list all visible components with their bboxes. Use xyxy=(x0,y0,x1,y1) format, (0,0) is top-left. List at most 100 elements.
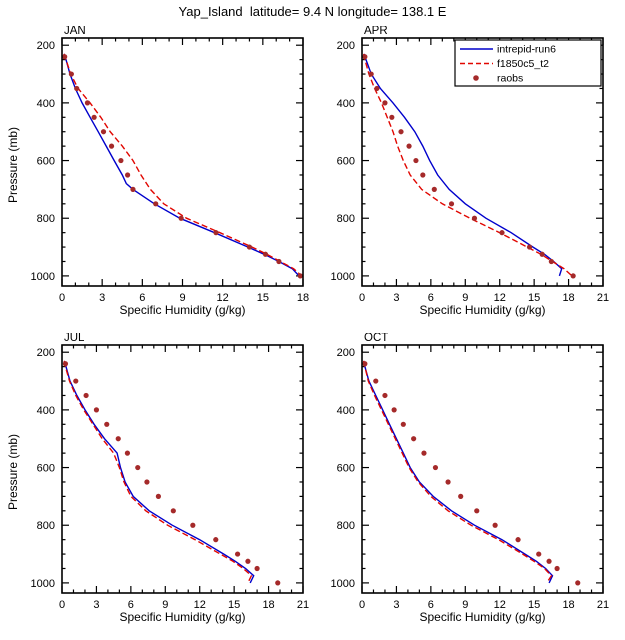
y-tick-label: 200 xyxy=(337,40,355,52)
legend-raobs-marker xyxy=(473,75,479,81)
x-tick-label: 12 xyxy=(217,292,229,304)
raobs-point xyxy=(213,230,219,236)
legend-label: intrepid-run6 xyxy=(497,44,556,56)
raobs-point xyxy=(74,85,80,92)
raobs-point xyxy=(108,143,115,149)
x-axis-label-jul: Specific Humidity (g/kg) xyxy=(119,610,246,624)
raobs-point xyxy=(539,251,545,257)
raobs-point xyxy=(118,157,124,164)
raobs-point xyxy=(153,201,159,207)
raobs-point xyxy=(144,479,150,485)
x-tick-label: 21 xyxy=(597,599,609,611)
x-tick-label: 3 xyxy=(99,292,105,304)
chart-panel-jan: 0 3 6 9 12 15 18 200 400 600 800 1000 JAN xyxy=(31,26,310,304)
y-tick-label: 1000 xyxy=(31,271,55,283)
raobs-point xyxy=(135,464,141,471)
raobs-point xyxy=(420,172,426,178)
x-tick-label: 9 xyxy=(162,599,168,611)
raobs-point xyxy=(382,392,388,399)
raobs-point xyxy=(62,54,68,60)
y-tick-label: 1000 xyxy=(331,271,355,283)
raobs-point xyxy=(492,522,498,528)
f1850c5_t2-line xyxy=(363,360,553,584)
x-tick-label: 3 xyxy=(93,599,99,611)
x-tick-label: 12 xyxy=(194,599,206,611)
raobs-point xyxy=(234,551,241,557)
y-tick-label: 400 xyxy=(37,98,55,110)
raobs-point xyxy=(115,436,121,442)
raobs-point xyxy=(570,273,576,279)
x-tick-label: 15 xyxy=(528,599,540,611)
raobs-point xyxy=(499,230,505,236)
panel-month-label: JAN xyxy=(64,26,86,37)
x-tick-label: 6 xyxy=(428,292,434,304)
intrepid-run6-line xyxy=(63,360,255,584)
chart-panel-apr: 0 3 6 9 12 15 18 21 200 400 600 800 1000 APR intrepid-… xyxy=(331,26,610,304)
raobs-point xyxy=(391,407,397,413)
plot-frame xyxy=(361,344,604,594)
intrepid-run6-line xyxy=(63,53,300,277)
y-tick-label: 1000 xyxy=(31,578,55,590)
y-tick-label: 600 xyxy=(37,156,55,168)
x-tick-label: 3 xyxy=(393,599,399,611)
f1850c5_t2-line xyxy=(63,360,253,584)
raobs-point xyxy=(84,100,91,106)
x-axis-label-oct: Specific Humidity (g/kg) xyxy=(419,610,546,624)
x-tick-label: 0 xyxy=(59,599,65,611)
x-tick-label: 21 xyxy=(297,599,309,611)
y-tick-label: 200 xyxy=(37,40,55,52)
raobs-point xyxy=(262,251,269,257)
x-tick-label: 6 xyxy=(428,599,434,611)
intrepid-run6-line xyxy=(363,53,563,277)
y-tick-label: 800 xyxy=(337,520,355,532)
x-tick-label: 9 xyxy=(462,599,468,611)
raobs-point xyxy=(413,157,419,164)
panel-month-label: APR xyxy=(364,26,388,37)
panel-month-label: JUL xyxy=(64,333,85,344)
raobs-point xyxy=(213,537,219,543)
y-tick-label: 600 xyxy=(337,463,355,475)
chart-panel-jul: 0 3 6 9 12 15 18 21 200 400 600 800 1000 JUL xyxy=(31,333,310,611)
x-tick-label: 12 xyxy=(494,599,506,611)
raobs-point xyxy=(246,244,253,250)
raobs-point xyxy=(83,392,89,399)
y-tick-label: 200 xyxy=(37,347,55,359)
y-tick-label: 400 xyxy=(337,405,355,417)
raobs-point xyxy=(400,421,406,427)
raobs-point xyxy=(471,215,478,221)
x-tick-label: 18 xyxy=(562,599,574,611)
x-tick-label: 18 xyxy=(262,599,274,611)
f1850c5_t2-line xyxy=(63,53,303,277)
x-tick-label: 3 xyxy=(393,292,399,304)
panel-month-label: OCT xyxy=(364,333,388,344)
x-tick-label: 18 xyxy=(562,292,574,304)
x-tick-label: 0 xyxy=(359,599,365,611)
raobs-point xyxy=(554,565,560,572)
raobs-point xyxy=(62,361,69,367)
x-tick-label: 9 xyxy=(462,292,468,304)
y-tick-label: 800 xyxy=(37,213,55,225)
raobs-point xyxy=(91,114,97,120)
raobs-point xyxy=(526,244,533,250)
raobs-point xyxy=(170,508,176,514)
y-tick-label: 1000 xyxy=(331,578,355,590)
plot-title: Yap_Island latitude= 9.4 N longitude= 13… xyxy=(178,4,447,19)
raobs-point xyxy=(73,378,79,384)
legend-label: f1850c5_t2 xyxy=(497,58,549,70)
y-tick-label: 600 xyxy=(337,156,355,168)
raobs-point xyxy=(190,522,196,528)
raobs-point xyxy=(368,71,374,77)
raobs-point xyxy=(104,421,110,427)
x-tick-label: 21 xyxy=(597,292,609,304)
y-tick-label: 400 xyxy=(337,98,355,110)
x-tick-label: 6 xyxy=(139,292,145,304)
raobs-point xyxy=(431,186,437,192)
raobs-point xyxy=(398,129,404,135)
raobs-point xyxy=(130,186,136,192)
raobs-point xyxy=(536,551,542,557)
x-tick-label: 9 xyxy=(179,292,185,304)
raobs-point xyxy=(373,378,379,384)
intrepid-run6-line xyxy=(363,360,554,584)
raobs-point xyxy=(275,580,281,586)
y-tick-label: 800 xyxy=(337,213,355,225)
